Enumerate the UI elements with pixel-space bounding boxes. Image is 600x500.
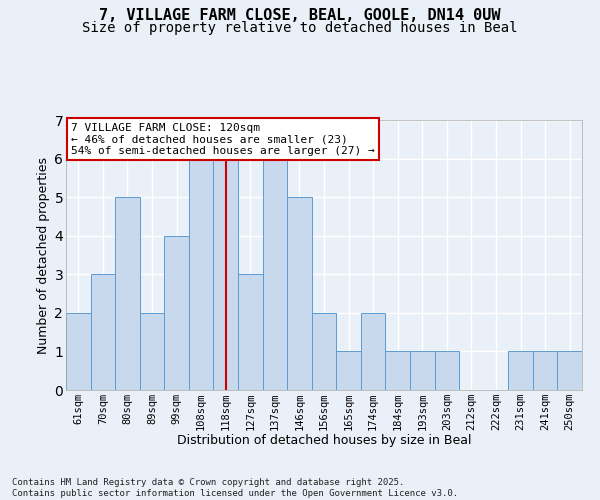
Bar xyxy=(164,236,189,390)
Bar xyxy=(287,197,312,390)
Bar xyxy=(66,313,91,390)
Bar xyxy=(385,352,410,390)
Bar xyxy=(508,352,533,390)
Bar xyxy=(91,274,115,390)
Bar xyxy=(533,352,557,390)
Bar xyxy=(312,313,336,390)
Y-axis label: Number of detached properties: Number of detached properties xyxy=(37,156,50,354)
Bar xyxy=(214,158,238,390)
X-axis label: Distribution of detached houses by size in Beal: Distribution of detached houses by size … xyxy=(177,434,471,448)
Text: Size of property relative to detached houses in Beal: Size of property relative to detached ho… xyxy=(82,21,518,35)
Bar xyxy=(557,352,582,390)
Bar xyxy=(238,274,263,390)
Bar xyxy=(263,158,287,390)
Text: 7, VILLAGE FARM CLOSE, BEAL, GOOLE, DN14 0UW: 7, VILLAGE FARM CLOSE, BEAL, GOOLE, DN14… xyxy=(99,8,501,22)
Bar xyxy=(361,313,385,390)
Bar xyxy=(140,313,164,390)
Bar xyxy=(336,352,361,390)
Bar xyxy=(189,158,214,390)
Bar xyxy=(410,352,434,390)
Text: Contains HM Land Registry data © Crown copyright and database right 2025.
Contai: Contains HM Land Registry data © Crown c… xyxy=(12,478,458,498)
Bar xyxy=(115,197,140,390)
Bar xyxy=(434,352,459,390)
Text: 7 VILLAGE FARM CLOSE: 120sqm
← 46% of detached houses are smaller (23)
54% of se: 7 VILLAGE FARM CLOSE: 120sqm ← 46% of de… xyxy=(71,122,375,156)
